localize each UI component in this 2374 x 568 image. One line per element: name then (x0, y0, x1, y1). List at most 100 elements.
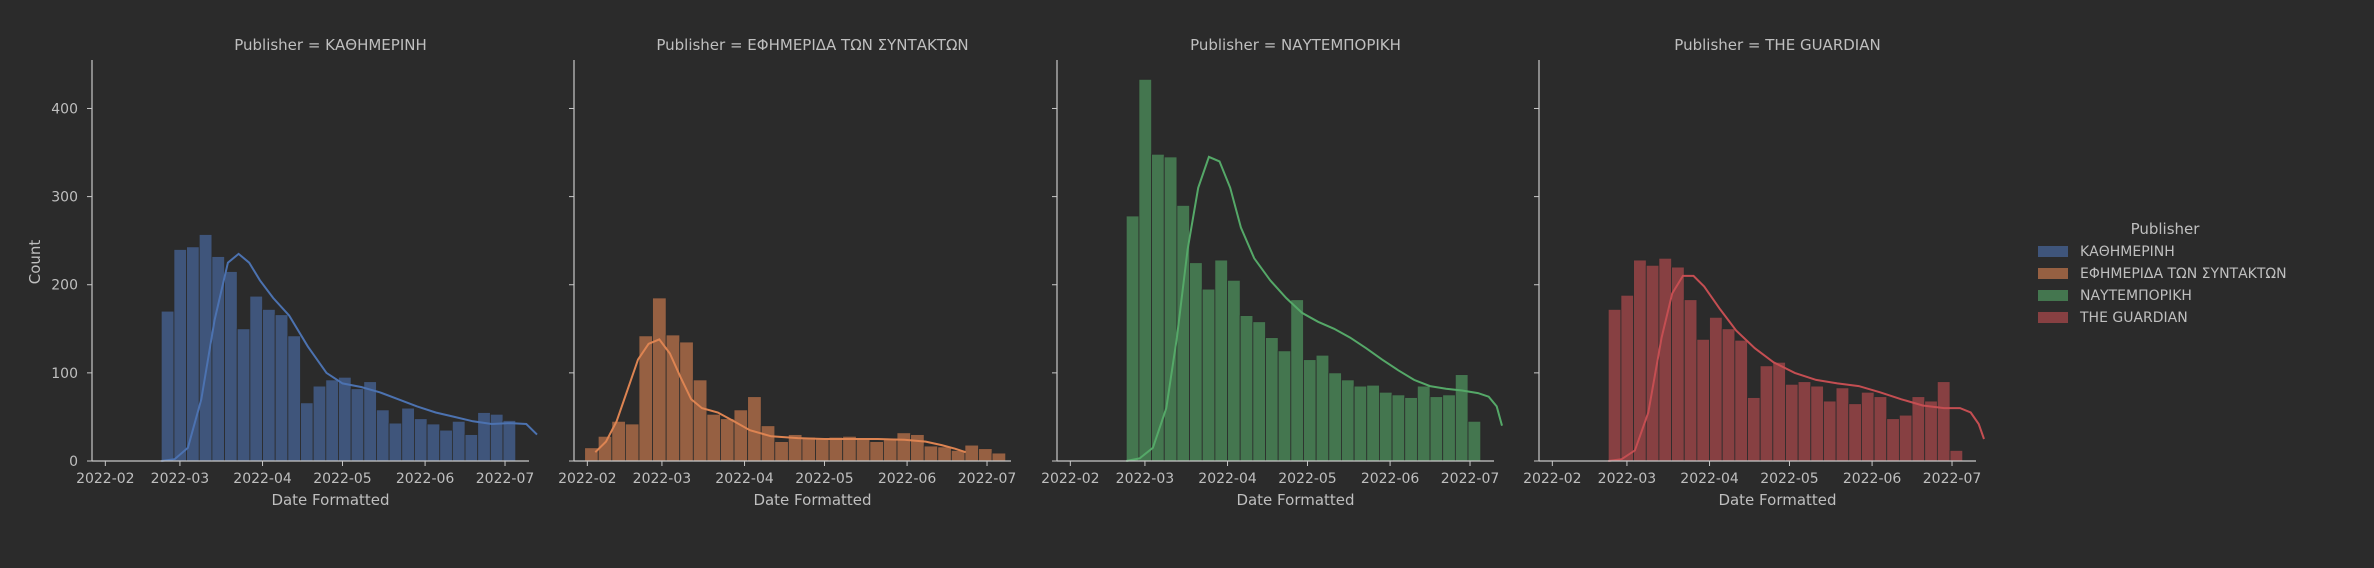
histogram-bar (1303, 359, 1317, 462)
histogram-bar (1151, 153, 1165, 462)
y-tick-label: 200 (51, 278, 78, 294)
histogram-bar (300, 402, 314, 462)
histogram-bar (692, 379, 708, 462)
histogram-bar (1759, 365, 1774, 462)
x-tick-label: 2022-07 (958, 471, 1017, 487)
histogram-bar (896, 432, 912, 462)
histogram-bar (1658, 257, 1672, 462)
histogram-bar (869, 441, 884, 462)
kde-curve (161, 252, 538, 462)
histogram-bar (1467, 420, 1482, 462)
histogram-bar (1239, 315, 1254, 462)
histogram-bar (1379, 391, 1393, 462)
histogram-bar (1873, 396, 1888, 462)
histogram-bar (910, 434, 925, 462)
histogram-bar (1898, 414, 1913, 462)
histogram-bar (1797, 381, 1812, 462)
x-axis-label: Date Formatted (753, 491, 871, 509)
histogram-bar (665, 334, 681, 462)
x-tick-label: 2022-03 (1598, 471, 1657, 487)
x-tick-label: 2022-04 (715, 471, 774, 487)
histogram-bar (426, 423, 441, 462)
x-tick-label: 2022-02 (76, 471, 135, 487)
legend-swatch (2038, 312, 2068, 323)
histogram-bar (1429, 396, 1444, 462)
y-tick-label: 300 (51, 190, 78, 206)
histogram-bar (1201, 288, 1216, 462)
histogram-bar (1747, 397, 1761, 462)
x-tick-label: 2022-04 (1198, 471, 1257, 487)
x-tick-label: 2022-05 (795, 471, 854, 487)
histogram-bar (883, 437, 898, 462)
x-tick-label: 2022-02 (1523, 471, 1582, 487)
histogram-bar (1277, 350, 1292, 462)
histogram-bar (1823, 400, 1837, 462)
histogram-bar (774, 441, 789, 462)
histogram-bar (1125, 215, 1140, 462)
legend-label: THE GUARDIAN (2079, 310, 2188, 326)
histogram-bar (1138, 78, 1152, 462)
facet-panels: 2022-02 2022-03 2022-04 2022-05 2022-06 2022-… (51, 36, 1985, 509)
histogram-bar (1607, 309, 1622, 462)
histogram-bar (760, 425, 776, 462)
histogram-bar (1861, 391, 1875, 462)
histogram-bar (1772, 361, 1786, 462)
histogram-bar (489, 413, 504, 462)
histogram-bar (401, 407, 415, 462)
histogram-bar (287, 335, 301, 462)
histogram-bar (1886, 418, 1900, 462)
histogram-bar (414, 418, 428, 462)
histogram-bar (1835, 387, 1850, 462)
legend-title: Publisher (2131, 220, 2201, 238)
facet-title: Publisher = ΕΦΗΜΕΡΙΔΑ ΤΩΝ ΣΥΝΤΑΚΤΩΝ (656, 36, 968, 54)
y-tick-label: 400 (51, 101, 78, 117)
histogram-bar (1328, 372, 1342, 462)
histogram-bar (1341, 379, 1355, 462)
histogram-bar (1227, 279, 1241, 462)
histogram-bar (451, 420, 466, 462)
x-tick-label: 2022-06 (1843, 471, 1902, 487)
histogram-bar (173, 249, 187, 462)
histogram-bar (842, 435, 857, 462)
x-tick-label: 2022-04 (1680, 471, 1739, 487)
kde-curve (594, 338, 967, 454)
histogram-bar (991, 452, 1007, 462)
x-tick-label: 2022-07 (476, 471, 535, 487)
histogram-bar (1442, 394, 1456, 462)
histogram-bar (1265, 337, 1279, 462)
facet-panel: 2022-02 2022-03 2022-04 2022-05 2022-06 2022-… (51, 36, 538, 509)
histogram-bar (1290, 299, 1304, 462)
histogram-bar (1696, 338, 1710, 462)
x-tick-label: 2022-07 (1441, 471, 1500, 487)
histogram-bar (1936, 381, 1951, 462)
histogram-bar (249, 295, 263, 462)
facet-panel: 2022-02 2022-03 2022-04 2022-05 2022-06 2022-… (1041, 36, 1503, 509)
histogram-bar (1353, 385, 1368, 462)
kde-curve (1126, 155, 1503, 462)
x-axis-label: Date Formatted (1236, 491, 1354, 509)
x-tick-label: 2022-03 (1116, 471, 1175, 487)
x-tick-label: 2022-06 (396, 471, 455, 487)
histogram-bar (224, 271, 238, 462)
histogram-bar (439, 429, 453, 462)
x-tick-label: 2022-05 (1278, 471, 1337, 487)
histogram-bar (706, 413, 721, 462)
histogram-bar (1404, 397, 1418, 462)
histogram-bar (978, 448, 993, 462)
histogram-bar (1633, 259, 1647, 462)
histogram-bar (923, 445, 939, 462)
histogram-bar (733, 409, 749, 462)
histogram-bar (1366, 384, 1380, 462)
histogram-bar (937, 446, 952, 462)
x-tick-label: 2022-03 (633, 471, 692, 487)
histogram-bar (1924, 400, 1938, 462)
x-tick-label: 2022-03 (151, 471, 210, 487)
x-tick-label: 2022-02 (558, 471, 617, 487)
histogram-bar (312, 385, 327, 462)
histogram-bar (236, 328, 251, 462)
x-axis-label: Date Formatted (271, 491, 389, 509)
facet-title: Publisher = ΚΑΘΗΜΕΡΙΝΗ (234, 36, 427, 54)
facet-title: Publisher = ΝΑΥΤΕΜΠΟΡΙΚΗ (1190, 36, 1401, 54)
histogram-bar (1721, 328, 1736, 462)
